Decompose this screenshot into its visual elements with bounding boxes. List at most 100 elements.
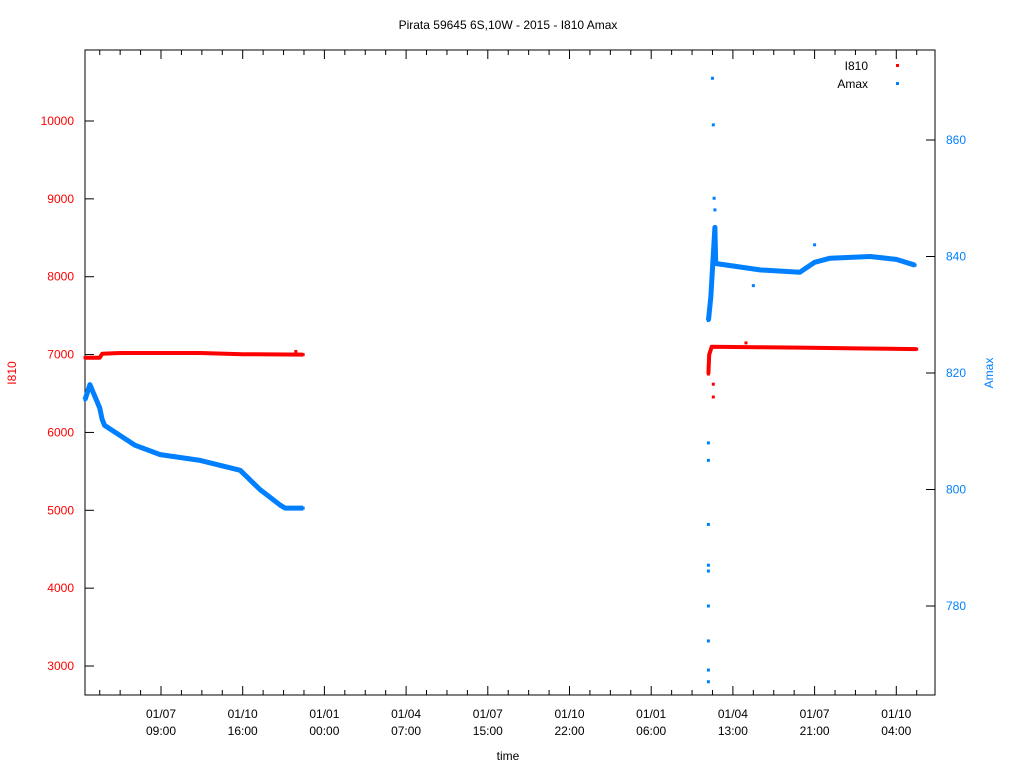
amax-data-point: [83, 398, 87, 402]
amax-outlier-point: [708, 313, 712, 317]
amax-data-point: [713, 225, 717, 229]
x-tick-label-date: 01/07: [800, 707, 830, 721]
y-tick-label-left: 5000: [47, 503, 74, 517]
x-tick-label-date: 01/07: [146, 707, 176, 721]
amax-outlier-point: [706, 522, 710, 526]
i810-data-point: [241, 352, 245, 356]
x-tick-label-date: 01/01: [309, 707, 339, 721]
amax-outlier-point: [706, 441, 710, 445]
amax-data-point: [714, 261, 718, 265]
i810-outlier-point: [294, 349, 298, 353]
x-tick-label-time: 13:00: [718, 724, 748, 738]
amax-data-point: [278, 503, 282, 507]
x-tick-label-time: 21:00: [800, 724, 830, 738]
y-tick-label-left: 9000: [47, 192, 74, 206]
i810-data-point: [853, 346, 857, 350]
i810-data-point: [83, 356, 87, 360]
x-tick-label-time: 22:00: [554, 724, 584, 738]
amax-data-point: [894, 257, 898, 261]
amax-outlier-point: [706, 668, 710, 672]
i810-data-point: [710, 345, 714, 349]
x-tick-label-time: 00:00: [309, 724, 339, 738]
x-tick-label-time: 09:00: [146, 724, 176, 738]
amax-data-point: [198, 458, 202, 462]
amax-outlier-point: [706, 458, 710, 462]
plot-frame: [84, 49, 936, 696]
y-tick-label-right: 800: [946, 483, 966, 497]
y-axis-left-label: I810: [5, 361, 19, 385]
amax-data-point: [798, 270, 802, 274]
y-tick-label-right: 840: [946, 250, 966, 264]
amax-data-point: [103, 423, 107, 427]
y-tick-label-left: 7000: [47, 348, 74, 362]
i810-data-point: [118, 351, 122, 355]
legend-label-i810: I810: [845, 59, 869, 73]
amax-outlier-point: [711, 123, 715, 127]
chart-title: Pirata 59645 6S,10W - 2015 - I810 Amax: [399, 18, 618, 32]
i810-outlier-point: [706, 364, 710, 368]
amax-outlier-point: [706, 569, 710, 573]
i810-data-point: [798, 346, 802, 350]
amax-outlier-point: [706, 680, 710, 684]
x-tick-label-time: 07:00: [391, 724, 421, 738]
amax-outlier-point: [706, 639, 710, 643]
x-tick-label-date: 01/10: [228, 707, 258, 721]
i810-data-point: [198, 351, 202, 355]
amax-outlier-point: [751, 284, 755, 288]
x-axis-label: time: [497, 749, 520, 763]
legend: I810 Amax: [837, 59, 899, 91]
y-tick-label-right: 860: [946, 133, 966, 147]
i810-data-point: [707, 353, 711, 357]
i810-series-band: [85, 351, 304, 360]
i810-data-point: [100, 352, 104, 356]
amax-outlier-point: [710, 76, 714, 80]
amax-data-point: [828, 256, 832, 260]
amax-data-point: [258, 488, 262, 491]
i810-outlier-point: [711, 382, 715, 386]
x-tick-label-time: 04:00: [881, 724, 911, 738]
x-tick-label-time: 16:00: [228, 724, 258, 738]
i810-outlier-point: [711, 395, 715, 399]
amax-data-point: [88, 383, 92, 387]
amax-data-point: [158, 453, 162, 457]
amax-data-point: [758, 268, 762, 272]
i810-outlier-point: [744, 341, 748, 345]
amax-data-point: [813, 260, 817, 264]
i810-data-point: [755, 345, 759, 349]
amax-data-point: [868, 255, 872, 258]
x-tick-label-date: 01/04: [718, 707, 748, 721]
i810-data-point: [301, 353, 305, 357]
legend-marker-i810: [896, 64, 899, 67]
amax-series-band: [705, 224, 916, 321]
i810-series-band: [706, 344, 917, 375]
amax-data-point: [133, 443, 137, 447]
amax-data-point: [301, 506, 305, 510]
amax-data-point: [98, 406, 102, 410]
y-axis-right-label: Amax: [982, 358, 996, 389]
amax-data-point: [238, 468, 242, 472]
amax-outlier-point: [706, 604, 710, 608]
x-tick-label-date: 01/10: [554, 707, 584, 721]
amax-outlier-point: [813, 243, 817, 247]
x-tick-label-date: 01/01: [636, 707, 666, 721]
amax-series-band: [82, 382, 304, 511]
amax-data-point: [709, 295, 713, 299]
amax-data-point: [913, 263, 917, 267]
amax-data-point: [100, 418, 104, 422]
i810-data-point: [915, 347, 919, 351]
amax-data-point: [283, 506, 287, 510]
y-tick-label-left: 3000: [47, 659, 74, 673]
x-tick-label-time: 15:00: [473, 724, 503, 738]
i810-data-point: [706, 372, 710, 376]
y-tick-label-right: 780: [946, 599, 966, 613]
i810-data-point: [98, 356, 102, 360]
y-tick-label-left: 10000: [41, 114, 75, 128]
amax-outlier-point: [712, 196, 716, 200]
x-tick-label-time: 06:00: [636, 724, 666, 738]
legend-label-amax: Amax: [837, 77, 868, 91]
amax-outlier-point: [706, 563, 710, 567]
amax-outlier-point: [710, 289, 714, 293]
y-tick-label-right: 820: [946, 366, 966, 380]
